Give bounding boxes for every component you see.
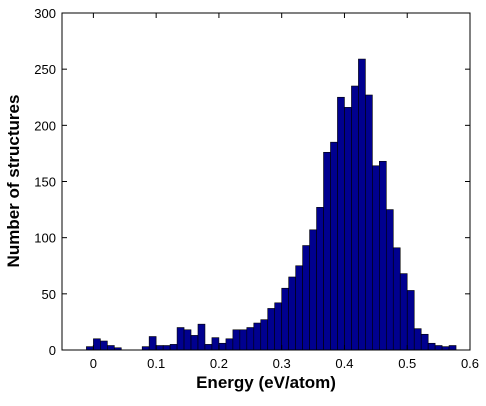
histogram-bar (448, 345, 457, 351)
x-axis-title: Energy (eV/atom) (196, 373, 336, 392)
histogram-bar (406, 290, 415, 351)
histogram-bar (93, 338, 101, 351)
x-tick-label: 0 (90, 356, 97, 371)
histogram-bar (267, 308, 276, 351)
histogram-bar (141, 346, 150, 351)
histogram-bar (211, 337, 220, 351)
histogram-bar (295, 265, 303, 351)
y-tick-label: 100 (34, 231, 56, 246)
histogram-bar (337, 96, 345, 351)
x-tick-label: 0.2 (210, 356, 228, 371)
histogram-bar (176, 327, 185, 351)
histogram-bar (155, 345, 164, 351)
histogram-bar (392, 247, 401, 351)
histogram-bar (427, 342, 436, 351)
histogram-bar (86, 346, 94, 351)
histogram-bar (351, 85, 359, 351)
histogram-bar (288, 276, 296, 351)
histogram-bar (330, 141, 338, 351)
x-tick-label: 0.1 (147, 356, 165, 371)
y-tick-label: 250 (34, 62, 56, 77)
histogram-bar (365, 94, 373, 351)
tick-labels-layer: 0 0.1 0.2 0.3 0.4 0.5 0.6 0 50 100 150 200 250 300 (34, 6, 479, 371)
x-tick-label: 0.6 (461, 356, 479, 371)
x-tick-label: 0.3 (273, 356, 291, 371)
histogram-bar (358, 58, 366, 351)
histogram-bar (246, 327, 255, 351)
y-tick-label: 0 (49, 343, 56, 358)
histogram-bar (434, 345, 443, 351)
x-tick-label: 0.4 (335, 356, 353, 371)
histogram-bar (302, 245, 310, 351)
histogram-bar (148, 336, 157, 351)
histogram-bar (441, 346, 450, 351)
histogram-bar (323, 151, 331, 351)
histogram-bar (190, 335, 199, 351)
y-axis-title: Number of structures (4, 95, 23, 268)
y-tick-label: 200 (34, 118, 56, 133)
histogram-bar (225, 338, 234, 351)
histogram-bar (309, 229, 317, 351)
histogram-bar (385, 209, 394, 351)
histogram-bar (218, 342, 227, 351)
histogram-bar (169, 344, 178, 351)
histogram-bar (162, 345, 171, 351)
histogram-bar (413, 328, 422, 351)
y-tick-label: 50 (42, 287, 56, 302)
histogram-bar (372, 165, 380, 351)
histogram-bar (420, 333, 429, 351)
y-tick-label: 150 (34, 175, 56, 190)
histogram-bar (281, 287, 289, 351)
histogram-bar (239, 329, 248, 351)
y-tick-label: 300 (34, 6, 56, 21)
histogram-bar (274, 302, 282, 351)
histogram-bar (107, 345, 115, 351)
histogram-bar (100, 340, 108, 351)
histogram-bar (260, 319, 269, 351)
ticks-layer (62, 12, 471, 351)
histogram-bar (253, 322, 262, 351)
histogram-bar (379, 160, 387, 351)
histogram-bar (232, 329, 241, 351)
bars-layer (86, 58, 457, 351)
histogram-bar (197, 323, 206, 351)
x-tick-label: 0.5 (398, 356, 416, 371)
histogram-bar (204, 344, 213, 351)
histogram-bar (316, 207, 324, 351)
histogram-bar (183, 329, 192, 351)
histogram-bar (344, 107, 352, 351)
histogram-bar (399, 273, 408, 351)
